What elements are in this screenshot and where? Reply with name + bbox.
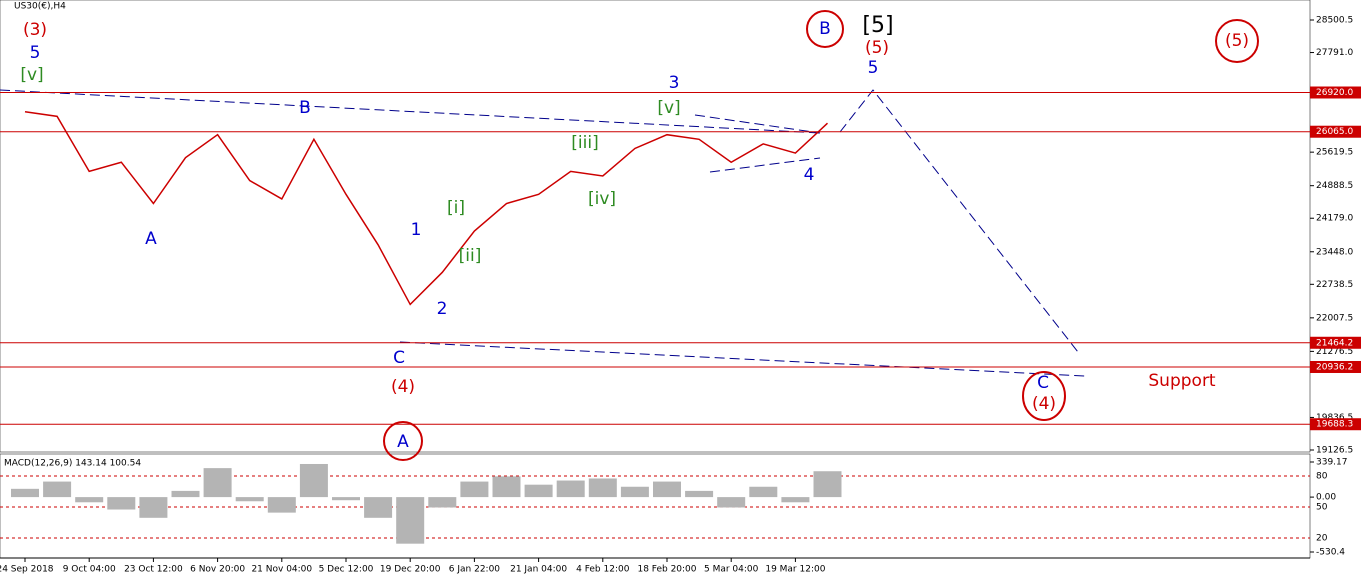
- wave-label: [v]: [20, 65, 43, 85]
- wave-label: 1: [411, 220, 422, 240]
- wave-label: B: [299, 98, 311, 118]
- wave-label: 3: [669, 73, 680, 93]
- x-tick-label: 4 Feb 12:00: [576, 565, 630, 575]
- x-tick-label: 18 Feb 20:00: [637, 565, 696, 575]
- y-tick-label: 23448.0: [1316, 247, 1353, 257]
- y-tick-label: 28500.5: [1316, 16, 1353, 26]
- wave-label: (3): [23, 20, 47, 40]
- macd-bar: [235, 497, 264, 502]
- macd-bar: [267, 497, 296, 513]
- level-box: [1310, 125, 1361, 138]
- y-tick-label: 21276.5: [1316, 347, 1353, 357]
- price-line: [24, 111, 829, 306]
- wave-label: (4): [1032, 394, 1056, 414]
- macd-level-label: 50: [1316, 503, 1328, 513]
- x-tick-label: 5 Dec 12:00: [319, 565, 374, 575]
- y-tick-label: 19836.5: [1316, 413, 1353, 423]
- x-tick-label: 6 Nov 20:00: [190, 565, 245, 575]
- y-tick-label: 27791.0: [1316, 48, 1353, 58]
- x-tick-label: 19 Dec 20:00: [380, 565, 441, 575]
- macd-bar: [556, 480, 585, 498]
- macd-bar: [75, 497, 104, 503]
- x-tick-label: 19 Mar 12:00: [765, 565, 825, 575]
- y-tick-label: 24179.0: [1316, 214, 1353, 224]
- wave-circles: [383, 10, 1259, 461]
- macd-bar: [813, 471, 842, 498]
- macd-bar: [717, 497, 746, 508]
- macd-bar: [428, 497, 457, 508]
- wave-label: A: [397, 432, 409, 452]
- x-tick-label: 21 Jan 04:00: [510, 565, 567, 575]
- wave-label: 4: [804, 165, 815, 185]
- x-tick-label: 24 Sep 2018: [0, 565, 54, 575]
- level-label: 26065.0: [1316, 127, 1353, 137]
- macd-bar: [685, 490, 714, 498]
- macd-bar: [653, 481, 681, 498]
- wave-label: B: [819, 19, 831, 39]
- level-box: [1310, 86, 1361, 99]
- wave-label: (5): [865, 38, 889, 58]
- chart-title: US30(€),H4: [14, 2, 66, 12]
- macd-tick-label: 0.00: [1316, 493, 1336, 503]
- macd-bar: [460, 481, 489, 498]
- macd-tick-label: -530.4: [1316, 548, 1345, 558]
- macd-bar: [107, 497, 136, 510]
- level-box: [1310, 418, 1361, 431]
- y-tick-label: 22738.5: [1316, 280, 1353, 290]
- macd-bar: [171, 490, 200, 498]
- wave-label: Support: [1148, 371, 1216, 391]
- wave-label: (5): [1225, 31, 1249, 51]
- level-label: 20936.2: [1316, 362, 1353, 372]
- x-tick-label: 5 Mar 04:00: [704, 565, 759, 575]
- macd-bar: [203, 468, 232, 498]
- level-box: [1310, 360, 1361, 373]
- x-tick-label: 9 Oct 04:00: [63, 565, 116, 575]
- macd-frame: [0, 453, 1311, 559]
- wave-label: (4): [391, 377, 415, 397]
- wave-label: [i]: [447, 198, 465, 218]
- wave-label: C: [393, 348, 405, 368]
- macd-bar: [396, 497, 425, 544]
- macd-bar: [492, 476, 521, 498]
- wave-label: 5: [868, 58, 879, 78]
- macd-tick-label: 339.17: [1316, 458, 1348, 468]
- macd-bar: [11, 488, 39, 498]
- macd-title: MACD(12,26,9) 143.14 100.54: [4, 459, 141, 469]
- x-tick-label: 23 Oct 12:00: [124, 565, 183, 575]
- macd-bar: [588, 478, 617, 498]
- level-box: [1310, 336, 1361, 349]
- y-tick-label: 19126.5: [1316, 446, 1353, 456]
- wave-label: 2: [437, 299, 448, 319]
- wave-projection: [0, 89, 1086, 377]
- level-label: 21464.2: [1316, 338, 1353, 348]
- macd-bar: [620, 486, 649, 498]
- macd-bar: [749, 486, 778, 498]
- y-tick-label: 22007.5: [1316, 313, 1353, 323]
- price-frame: [0, 0, 1311, 453]
- macd-bar: [332, 497, 360, 501]
- macd-level-label: 20: [1316, 534, 1328, 544]
- wave-label: [iv]: [588, 189, 616, 209]
- x-tick-label: 21 Nov 04:00: [251, 565, 312, 575]
- wave-label: [ii]: [459, 246, 482, 266]
- wave-label: [5]: [862, 13, 893, 38]
- level-label: 26920.0: [1316, 88, 1353, 98]
- macd-bar: [364, 497, 393, 518]
- macd-level-label: 80: [1316, 472, 1328, 482]
- macd-bar: [139, 497, 168, 518]
- wave-label: C: [1037, 373, 1049, 393]
- wave-label: 5: [30, 43, 41, 63]
- y-tick-label: 24888.5: [1316, 181, 1353, 191]
- macd-bar: [299, 463, 328, 498]
- y-tick-label: 25619.5: [1316, 148, 1353, 158]
- macd-bar: [781, 497, 810, 503]
- x-tick-label: 6 Jan 22:00: [449, 565, 501, 575]
- wave-label: [v]: [657, 98, 680, 118]
- macd-bar: [43, 481, 72, 498]
- level-label: 19688.3: [1316, 420, 1353, 430]
- wave-label: [iii]: [571, 133, 598, 153]
- wave-label: A: [145, 229, 157, 249]
- macd-bar: [524, 484, 553, 498]
